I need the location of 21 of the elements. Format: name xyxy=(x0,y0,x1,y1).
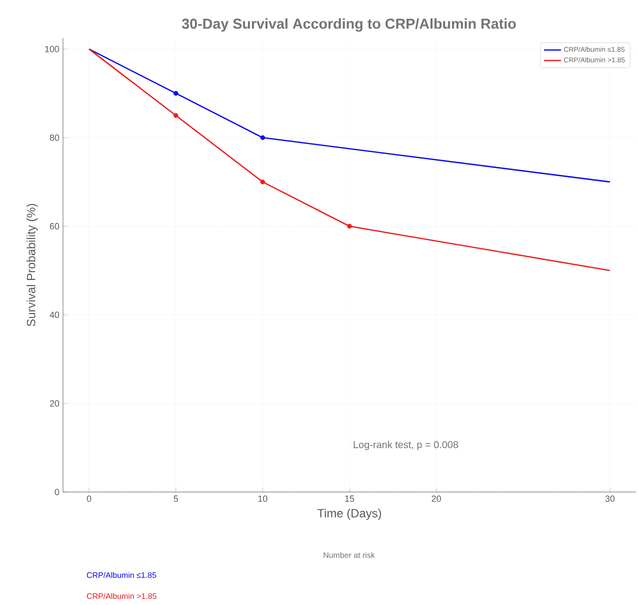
y-axis-title: Survival Probability (%) xyxy=(26,204,38,326)
x-tick-label: 10 xyxy=(258,496,268,502)
x-tick-label: 0 xyxy=(86,496,92,502)
y-tick-label: 0 xyxy=(54,488,60,496)
point xyxy=(347,224,352,229)
x-tick-label: 5 xyxy=(174,496,178,502)
x-axis-title: Time (Days) xyxy=(317,508,382,520)
annotation: Log-rank test, p = 0.008 xyxy=(354,440,458,450)
y-tick-label: 60 xyxy=(50,223,60,230)
y-tick-label: 100 xyxy=(45,46,60,52)
y-tick-label: 20 xyxy=(50,400,60,407)
point xyxy=(173,90,178,96)
point xyxy=(173,113,178,118)
x-tick-label: 15 xyxy=(345,496,354,502)
x-tick-label: 20 xyxy=(432,496,441,502)
y-tick-label: 40 xyxy=(50,312,60,318)
point xyxy=(260,180,266,184)
chart-title: 30-Day Survival According to CRP/Albumin Ratio xyxy=(182,18,516,32)
point xyxy=(260,135,266,140)
y-tick-label: 80 xyxy=(50,134,60,141)
x-tick-label: 30 xyxy=(605,496,615,502)
